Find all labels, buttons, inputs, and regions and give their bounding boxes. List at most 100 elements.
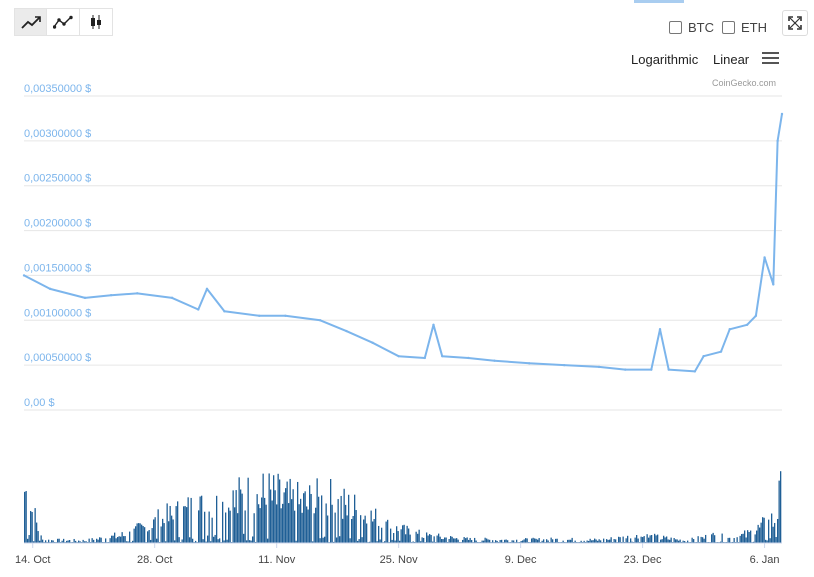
volume-bar — [655, 535, 657, 543]
volume-bar — [39, 540, 41, 543]
volume-bar — [279, 479, 281, 543]
price-point — [650, 368, 653, 371]
volume-bar — [622, 536, 624, 543]
credit-link[interactable]: CoinGecko.com — [712, 78, 777, 88]
hamburger-menu-icon[interactable] — [762, 52, 779, 66]
volume-bar — [687, 540, 689, 543]
dotted-line-chart-button[interactable] — [47, 8, 80, 36]
volume-bar — [462, 539, 464, 543]
volume-bar — [606, 539, 608, 543]
volume-bar — [166, 503, 168, 543]
volume-bar — [349, 538, 351, 543]
price-point — [397, 354, 400, 358]
volume-bar — [661, 539, 663, 543]
volume-bar — [187, 497, 189, 543]
volume-bar — [417, 533, 419, 543]
volume-bar — [42, 539, 44, 543]
volume-bar — [234, 507, 236, 543]
volume-bar — [100, 537, 102, 543]
x-tick-label: 11. Nov — [258, 554, 296, 566]
line-chart-button[interactable] — [14, 8, 47, 36]
volume-bar — [438, 533, 440, 543]
volume-bar — [667, 539, 669, 543]
volume-bar — [244, 510, 246, 543]
volume-bar — [288, 503, 290, 543]
expand-button[interactable] — [782, 10, 808, 36]
volume-bar — [747, 530, 749, 543]
volume-bar — [148, 530, 150, 543]
volume-bar — [226, 539, 228, 543]
volume-bar — [402, 525, 404, 543]
volume-bar — [537, 539, 539, 543]
volume-bar — [172, 519, 174, 543]
volume-bar — [523, 539, 525, 543]
volume-bar — [174, 540, 176, 543]
compare-eth-toggle[interactable]: ETH — [722, 20, 767, 35]
volume-bar — [163, 523, 165, 543]
volume-bar — [88, 538, 90, 543]
volume-bar — [372, 521, 374, 543]
volume-bar — [669, 539, 671, 543]
price-point — [562, 363, 566, 367]
volume-bar — [646, 534, 648, 543]
volume-bar — [750, 530, 752, 543]
linear-scale-button[interactable]: Linear — [713, 52, 750, 67]
volume-bar — [483, 540, 485, 543]
volume-bar — [507, 540, 509, 543]
x-tick-label: 25. Nov — [380, 554, 418, 566]
volume-bar — [178, 537, 180, 543]
line-chart-icon — [20, 16, 41, 29]
volume-bar — [63, 538, 65, 543]
eth-checkbox[interactable] — [722, 21, 735, 34]
volume-bar — [588, 540, 590, 543]
volume-bar — [556, 538, 558, 543]
volume-bar — [207, 535, 209, 543]
volume-bar — [228, 507, 230, 543]
volume-bar — [52, 540, 54, 543]
volume-bar — [684, 541, 686, 543]
volume-bar — [343, 488, 345, 543]
volume-bar — [775, 537, 777, 543]
price-point — [109, 293, 113, 297]
x-tick-label: 6. Jan — [750, 554, 780, 566]
volume-bar — [448, 539, 450, 543]
volume-bar — [354, 494, 356, 543]
volume-bar — [574, 540, 576, 543]
volume-bar — [259, 508, 261, 543]
candlestick-button[interactable] — [80, 8, 113, 36]
volume-bar — [393, 533, 395, 543]
x-tick-label: 23. Dec — [624, 554, 662, 566]
volume-bar — [486, 538, 488, 543]
volume-bar — [586, 540, 588, 543]
volume-bar — [405, 534, 407, 543]
dotted-line-chart-icon — [53, 15, 73, 29]
volume-bar — [780, 471, 782, 543]
volume-bar — [141, 524, 143, 543]
volume-bar — [262, 473, 264, 543]
volume-bar — [93, 539, 95, 543]
volume-bar — [450, 536, 452, 543]
price-point — [48, 287, 52, 291]
volume-bar — [675, 539, 677, 543]
volume-bar — [567, 539, 569, 543]
volume-bar — [511, 540, 513, 543]
volume-bar — [748, 531, 750, 543]
volume-bar — [454, 538, 456, 543]
volume-bar — [657, 534, 659, 543]
volume-bar — [436, 535, 438, 543]
logarithmic-scale-button[interactable]: Logarithmic — [631, 52, 699, 67]
volume-bar — [151, 528, 153, 543]
volume-bar — [660, 539, 662, 543]
volume-bar — [739, 535, 741, 543]
volume-bar — [763, 517, 765, 543]
btc-checkbox[interactable] — [669, 21, 682, 34]
volume-bar — [678, 540, 680, 543]
volume-bar — [333, 541, 335, 543]
volume-bar — [703, 538, 705, 543]
volume-bar — [241, 493, 243, 543]
volume-bar — [526, 538, 528, 543]
compare-btc-toggle[interactable]: BTC — [669, 20, 714, 35]
volume-bar — [756, 530, 758, 543]
volume-bar — [600, 540, 602, 543]
volume-bar — [69, 540, 71, 543]
